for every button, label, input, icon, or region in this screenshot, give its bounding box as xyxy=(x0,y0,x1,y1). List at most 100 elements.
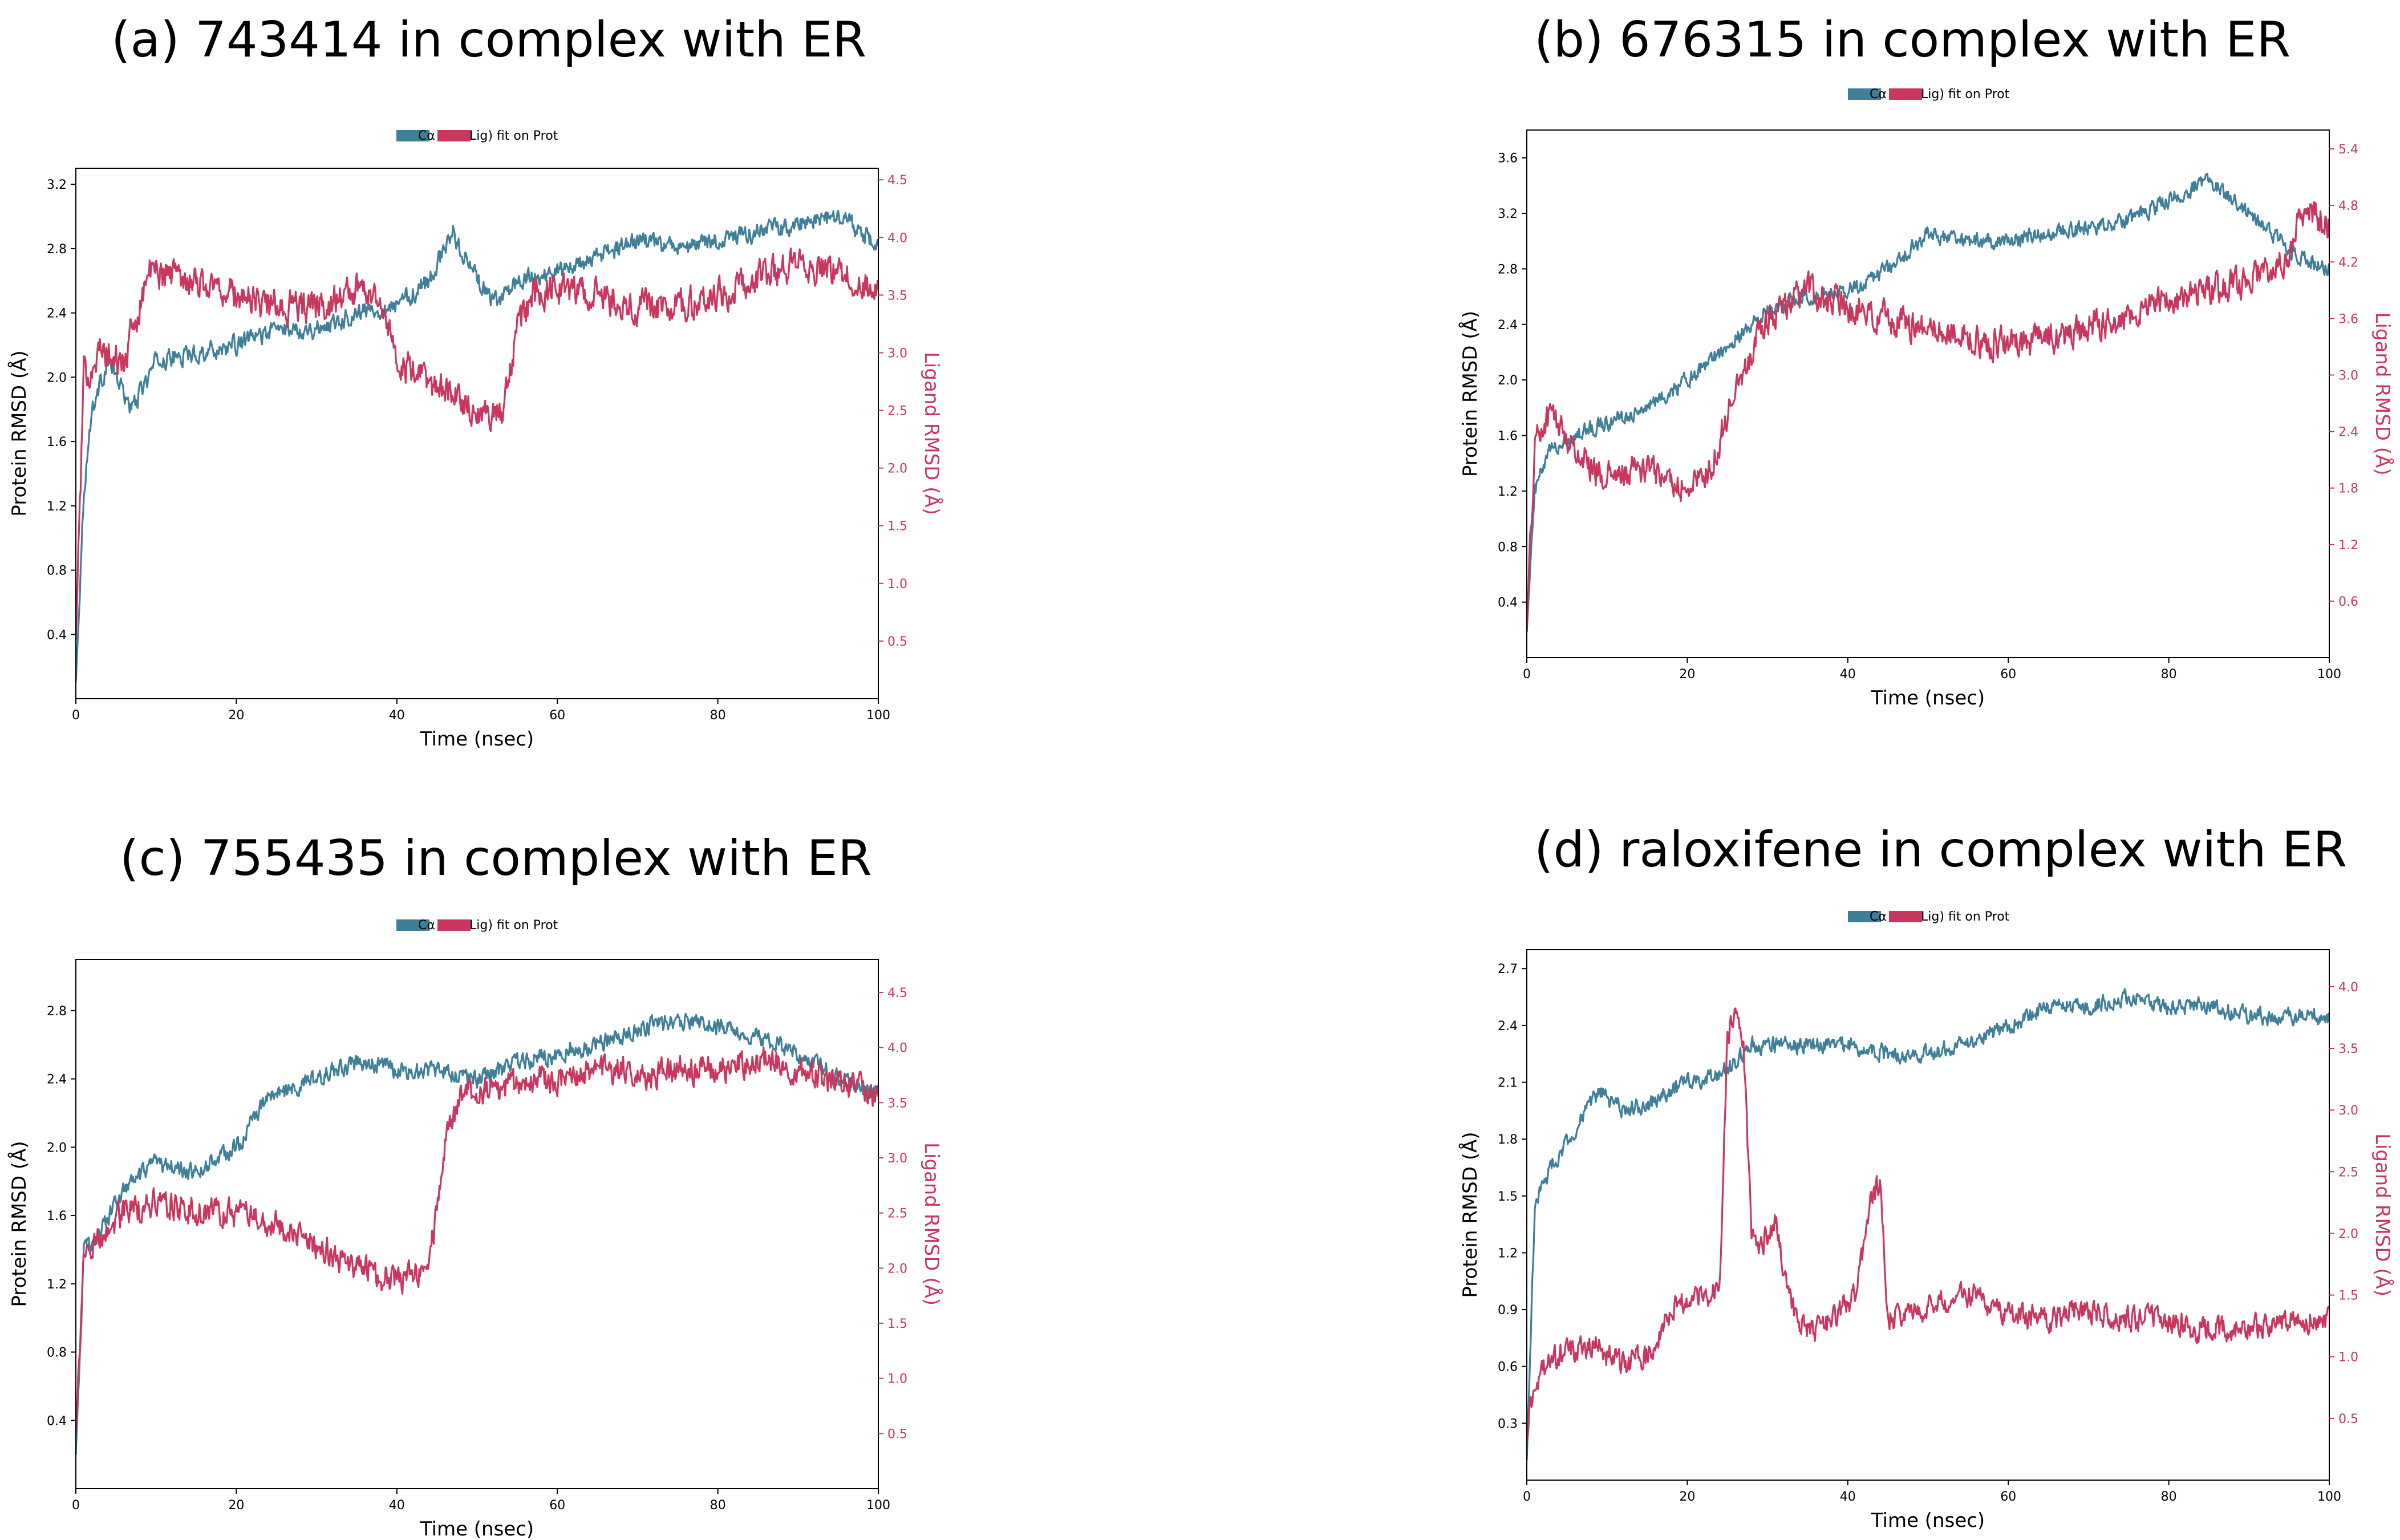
y-tick-label: 1.2 xyxy=(1498,1246,1518,1261)
y2-axis-label: Ligand RMSD (Å) xyxy=(920,352,943,515)
legend-swatch-ligand xyxy=(1889,911,1922,922)
y-tick-label: 3.2 xyxy=(47,178,67,192)
legend-swatch-ligand xyxy=(437,130,471,141)
legend-swatch-protein xyxy=(396,130,429,141)
x-tick-label: 40 xyxy=(1840,1490,1856,1504)
y2-tick-label: 0.6 xyxy=(2338,595,2358,609)
ligand-rmsd-line-a xyxy=(76,247,878,641)
y-tick-label: 2.0 xyxy=(47,371,67,385)
legend-d: Cα Lig) fit on Prot xyxy=(1848,910,2010,924)
chart-c: 0 20 40 60 80 100 0.4 0.8 1.2 1.6 2.0 2.4 2.8 0.5 1.0 1… xyxy=(7,918,943,1540)
x-tick-label: 100 xyxy=(866,1498,890,1513)
y-tick-label: 2.8 xyxy=(47,1004,67,1019)
x-tick-label: 20 xyxy=(228,1498,244,1513)
y-axis-label: Protein RMSD (Å) xyxy=(7,350,31,516)
y-tick-label: 0.4 xyxy=(47,1414,67,1428)
y2-tick-label: 0.5 xyxy=(887,635,907,649)
legend-swatch-ligand xyxy=(1889,88,1922,100)
y2-tick-label: 4.5 xyxy=(887,173,907,188)
x-tick-label: 0 xyxy=(72,708,80,723)
y2-tick-label: 4.8 xyxy=(2338,199,2358,213)
legend-swatch-protein xyxy=(1848,911,1881,922)
plot-frame-b xyxy=(1526,129,2330,658)
plot-frame-d xyxy=(1526,949,2330,1481)
y2-tick-label: 2.5 xyxy=(887,404,907,419)
y2-tick-label: 5.4 xyxy=(2338,143,2358,157)
y-tick-label: 1.5 xyxy=(1498,1190,1518,1204)
x-tick-label: 60 xyxy=(549,1498,565,1513)
y-axis-label: Protein RMSD (Å) xyxy=(7,1141,31,1307)
y2-tick-label: 2.4 xyxy=(2338,425,2358,440)
y2-axis-label: Ligand RMSD (Å) xyxy=(920,1142,943,1306)
x-axis-label: Time (nsec) xyxy=(1871,1509,1985,1532)
x-tick-label: 80 xyxy=(2161,667,2177,682)
legend-c: Cα Lig) fit on Prot xyxy=(396,918,558,933)
y-tick-label: 3.2 xyxy=(1498,207,1518,221)
y-tick-label: 1.2 xyxy=(47,1278,67,1292)
y2-tick-label: 3.5 xyxy=(2338,1042,2358,1056)
y-tick-label: 0.4 xyxy=(1498,596,1518,610)
y-tick-label: 2.7 xyxy=(1498,962,1518,976)
y2-tick-label: 3.5 xyxy=(887,1096,907,1111)
plot-frame-a xyxy=(75,168,879,699)
y2-tick-label: 3.5 xyxy=(887,289,907,303)
legend-swatch-ligand xyxy=(437,919,471,931)
x-tick-label: 0 xyxy=(72,1498,80,1513)
y-tick-label: 1.6 xyxy=(47,1209,67,1223)
y-axis-label: Protein RMSD (Å) xyxy=(1458,311,1482,477)
y2-tick-label: 1.2 xyxy=(2338,538,2358,553)
legend-label-lig: Lig) fit on Prot xyxy=(1921,87,2010,102)
x-tick-label: 20 xyxy=(228,708,244,723)
y-tick-label: 2.0 xyxy=(47,1141,67,1155)
y2-tick-label: 2.5 xyxy=(887,1207,907,1221)
y-tick-label: 2.4 xyxy=(47,1073,67,1087)
y2-tick-label: 4.0 xyxy=(2338,980,2358,995)
y2-tick-label: 3.0 xyxy=(2338,368,2358,383)
y2-tick-label: 3.6 xyxy=(2338,312,2358,326)
y2-tick-label: 4.5 xyxy=(887,986,907,1000)
y2-tick-label: 3.0 xyxy=(887,1152,907,1166)
y-tick-label: 0.9 xyxy=(1498,1303,1518,1318)
x-tick-label: 100 xyxy=(2317,1490,2341,1504)
ligand-rmsd-line-b xyxy=(1527,201,2329,632)
y2-tick-label: 1.5 xyxy=(887,520,907,534)
x-tick-label: 80 xyxy=(710,1498,726,1513)
y-tick-label: 0.3 xyxy=(1498,1417,1518,1431)
x-tick-label: 60 xyxy=(2000,667,2016,682)
y2-tick-label: 2.5 xyxy=(2338,1165,2358,1180)
x-tick-label: 80 xyxy=(710,708,726,723)
y2-axis-label: Ligand RMSD (Å) xyxy=(2371,1133,2394,1296)
y2-tick-label: 1.5 xyxy=(887,1317,907,1331)
x-tick-label: 100 xyxy=(866,708,890,723)
y-tick-label: 2.4 xyxy=(1498,1019,1518,1034)
y-tick-label: 0.8 xyxy=(47,564,67,578)
y-tick-label: 0.6 xyxy=(1498,1360,1518,1375)
y-tick-label: 2.8 xyxy=(47,242,67,257)
legend-label-lig: Lig) fit on Prot xyxy=(469,918,558,933)
protein-rmsd-line-a xyxy=(76,210,878,683)
legend-label-lig: Lig) fit on Prot xyxy=(1921,910,2010,924)
y-tick-label: 1.2 xyxy=(47,500,67,514)
chart-a: 0 20 40 60 80 100 0.4 0.8 1.2 1.6 2.0 2.4 2.8 3.2 0.5 1… xyxy=(7,129,943,751)
x-tick-label: 0 xyxy=(1523,1490,1531,1504)
y-tick-label: 0.8 xyxy=(1498,540,1518,554)
x-axis-label: Time (nsec) xyxy=(1871,687,1985,710)
y2-tick-label: 4.0 xyxy=(887,1041,907,1056)
y2-tick-label: 3.0 xyxy=(887,346,907,360)
x-tick-label: 40 xyxy=(1840,667,1856,682)
y2-tick-label: 1.5 xyxy=(2338,1289,2358,1303)
legend-label-ca: Cα xyxy=(418,129,435,143)
y-tick-label: 2.0 xyxy=(1498,374,1518,388)
y-tick-label: 2.4 xyxy=(47,307,67,321)
x-tick-label: 20 xyxy=(1679,1490,1695,1504)
chart-title-b: (b) 676315 in complex with ER xyxy=(1534,11,2291,68)
y2-tick-label: 0.5 xyxy=(887,1427,907,1441)
x-tick-label: 60 xyxy=(549,708,565,723)
x-tick-label: 40 xyxy=(389,1498,405,1513)
y-tick-label: 1.2 xyxy=(1498,485,1518,499)
x-tick-label: 100 xyxy=(2317,667,2341,682)
legend-label-ca: Cα xyxy=(1870,87,1887,102)
y-tick-label: 2.4 xyxy=(1498,318,1518,333)
y2-tick-label: 2.0 xyxy=(887,462,907,476)
